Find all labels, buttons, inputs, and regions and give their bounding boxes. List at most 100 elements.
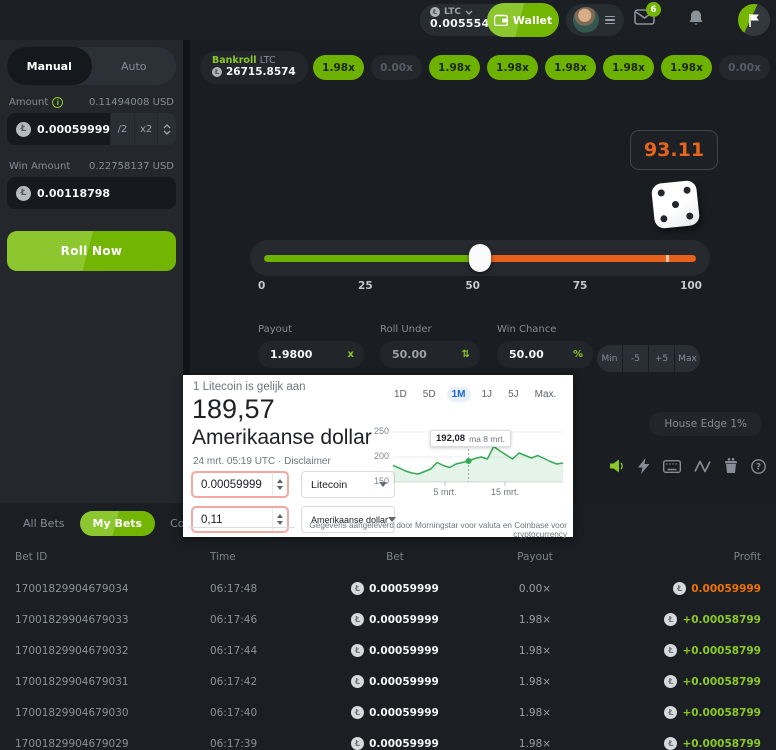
fast-mode-button[interactable] — [638, 458, 650, 474]
period-1y[interactable]: 1J — [481, 389, 493, 400]
stats-wave-icon — [694, 460, 711, 472]
max-button[interactable]: Max — [675, 345, 700, 372]
period-1m[interactable]: 1M — [446, 387, 471, 402]
wallet-button[interactable]: Wallet — [487, 3, 559, 37]
period-max[interactable]: Max. — [534, 389, 557, 400]
converter-timestamp[interactable]: 24 mrt. 05:19 UTC · Disclaimer — [193, 456, 331, 467]
bet-time: 06:17:40 — [210, 706, 258, 719]
col-time: Time — [210, 551, 236, 563]
percent-suffix: % — [572, 349, 583, 360]
wallet-balance: 0.00555496 — [430, 17, 506, 30]
dice-shaker-button[interactable] — [724, 458, 738, 474]
win-chance-label: Win Chance — [497, 324, 557, 335]
to-amount-input[interactable]: 0,11 — [191, 506, 289, 533]
ltc-coin-icon: Ł — [664, 644, 678, 657]
win-chance-input[interactable]: 50.00 % — [497, 341, 593, 368]
bet-row[interactable]: 17001829904679030 06:17:40 Ł 0.00059999 1… — [0, 697, 776, 728]
bet-profit: +0.00058799 — [682, 706, 761, 719]
mail-badge: 6 — [646, 2, 661, 17]
to-currency-select[interactable]: Amerikaanse dollar — [301, 506, 397, 533]
panel-divider — [183, 40, 190, 503]
bankroll-display: Bankroll LTC Ł 26715.8574 — [200, 51, 308, 84]
ytick-250: 250 — [373, 426, 389, 436]
info-icon[interactable]: i — [52, 97, 64, 108]
period-5d[interactable]: 5D — [422, 389, 436, 400]
tab-all-bets[interactable]: All Bets — [23, 517, 65, 530]
payout-value: 1.9800 — [270, 348, 313, 361]
to-unit: Amerikaanse dollar — [311, 514, 389, 525]
converted-value: 189,57 — [192, 394, 275, 424]
bet-amount: 0.00059999 — [369, 613, 439, 626]
bet-profit: +0.00058799 — [682, 675, 761, 688]
ltc-coin-icon: Ł — [351, 644, 365, 657]
hotkeys-button[interactable] — [663, 459, 681, 473]
history-badge[interactable]: 1.98x — [313, 55, 364, 80]
chevron-down-icon — [465, 10, 473, 15]
history-badge[interactable]: 0.00x — [719, 55, 770, 80]
tab-manual[interactable]: Manual — [7, 47, 92, 85]
roll-under-label: Roll Under — [380, 324, 432, 335]
payout-label: Payout — [258, 324, 293, 335]
scale-0: 0 — [258, 280, 266, 292]
ltc-coin-icon: Ł — [430, 7, 440, 17]
bet-time: 06:17:42 — [210, 675, 258, 688]
minus-5-button[interactable]: -5 — [623, 345, 648, 372]
notifications-button[interactable] — [688, 9, 704, 27]
half-bet-button[interactable]: /2 — [111, 113, 134, 145]
bet-profit: +0.00058799 — [682, 737, 761, 750]
swap-icon[interactable]: ⇅ — [461, 349, 470, 360]
stats-button[interactable] — [694, 460, 711, 473]
bet-row[interactable]: 17001829904679032 06:17:44 Ł 0.00059999 1… — [0, 635, 776, 666]
bet-amount: 0.00059999 — [369, 737, 439, 750]
win-chance-value: 50.00 — [509, 348, 544, 361]
period-1d[interactable]: 1D — [394, 389, 407, 400]
help-button[interactable]: ? — [751, 458, 766, 474]
roll-slider[interactable] — [250, 240, 710, 276]
plus-5-button[interactable]: +5 — [649, 345, 674, 372]
mode-tabs: Manual Auto — [7, 47, 176, 85]
amount-input[interactable]: Ł 0.00059999 — [7, 113, 111, 145]
win-amount-input[interactable]: Ł 0.00118798 — [7, 177, 176, 209]
converter-heading: 1 Litecoin is gelijk aan — [193, 381, 306, 393]
bet-id: 17001829904679033 — [15, 613, 129, 626]
payout-input[interactable]: 1.9800 x — [258, 341, 364, 368]
bankroll-value: 26715.8574 — [226, 66, 296, 78]
roll-now-button[interactable]: Roll Now — [7, 231, 176, 271]
chevron-down-icon — [163, 130, 171, 135]
history-badge[interactable]: 1.98x — [545, 55, 596, 80]
avatar — [573, 7, 599, 33]
history-badge[interactable]: 1.98x — [603, 55, 654, 80]
bet-time: 06:17:46 — [210, 613, 258, 626]
from-stepper[interactable] — [272, 473, 287, 496]
bet-row[interactable]: 17001829904679034 06:17:48 Ł 0.00059999 0… — [0, 573, 776, 604]
tab-auto[interactable]: Auto — [120, 59, 147, 73]
double-bet-button[interactable]: x2 — [134, 113, 158, 145]
history-badge[interactable]: 1.98x — [487, 55, 538, 80]
bet-row[interactable]: 17001829904679029 06:17:39 Ł 0.00059999 1… — [0, 728, 776, 750]
sound-button[interactable] — [609, 459, 625, 473]
volume-icon — [610, 459, 623, 473]
tab-my-bets[interactable]: My Bets — [79, 511, 156, 536]
price-chart[interactable] — [393, 425, 565, 488]
slider-handle[interactable] — [469, 244, 491, 272]
roll-under-input[interactable]: 50.00 ⇅ — [380, 341, 480, 368]
col-payout: Payout — [517, 551, 553, 563]
from-currency-select[interactable]: Litecoin — [301, 471, 395, 498]
bets-table-header: Bet ID Time Bet Payout Profit — [0, 543, 776, 571]
history-badge[interactable]: 1.98x — [661, 55, 712, 80]
to-stepper[interactable] — [272, 508, 287, 531]
bet-time: 06:17:39 — [210, 737, 258, 750]
history-badge[interactable]: 0.00x — [371, 55, 422, 80]
bet-row[interactable]: 17001829904679033 06:17:46 Ł 0.00059999 1… — [0, 604, 776, 635]
min-button[interactable]: Min — [597, 345, 622, 372]
profile-menu[interactable] — [566, 4, 624, 36]
history-badge[interactable]: 1.98x — [429, 55, 480, 80]
bet-row[interactable]: 17001829904679031 06:17:42 Ł 0.00059999 1… — [0, 666, 776, 697]
chat-widget-button[interactable] — [738, 4, 770, 36]
bet-id: 17001829904679031 — [15, 675, 129, 688]
dropdown-caret-icon — [379, 482, 387, 487]
period-5y[interactable]: 5J — [508, 389, 519, 400]
amount-stepper[interactable] — [158, 113, 176, 145]
from-amount-input[interactable]: 0.00059999 — [191, 471, 289, 498]
